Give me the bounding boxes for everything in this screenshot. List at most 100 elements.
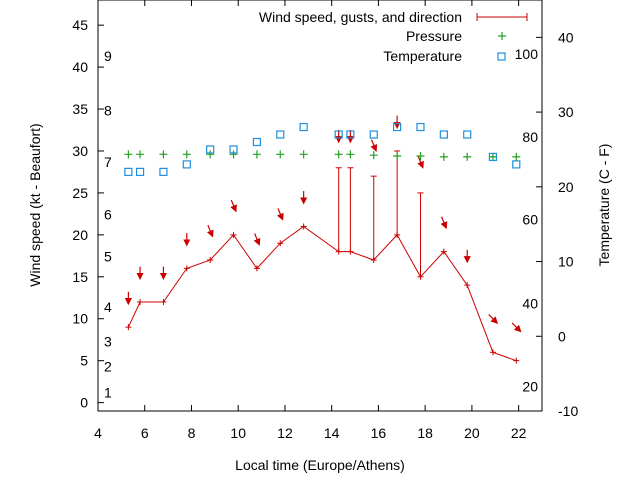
pressure-point xyxy=(512,152,521,161)
temperature-point xyxy=(512,160,521,169)
pressure-point xyxy=(439,152,448,161)
y-tick-label: 35 xyxy=(72,101,88,117)
temperature-point xyxy=(229,145,238,154)
temperature-point xyxy=(182,160,191,169)
x-tick-label: 18 xyxy=(417,425,433,441)
wind-direction-arrow xyxy=(253,233,261,246)
wind-direction-arrow xyxy=(370,139,378,152)
wind-point xyxy=(125,324,132,331)
pressure-point xyxy=(159,150,168,159)
y-axis-left: 0 5 10 15 20 25 30 35 40 45 xyxy=(72,17,104,411)
fahrenheit-scale: 20 40 60 80 100 xyxy=(515,46,539,395)
fahrenheit-label: 100 xyxy=(515,46,539,62)
y-tick-label: 0 xyxy=(80,395,88,411)
wind-point xyxy=(183,265,190,272)
x-tick-label: 20 xyxy=(464,425,480,441)
temperature-point xyxy=(439,130,448,139)
y2-axis-label: Temperature (C - F) xyxy=(596,144,612,267)
y-axis-right: -10 0 10 20 30 40 xyxy=(536,29,578,419)
wind-point xyxy=(160,298,167,305)
temperature-point xyxy=(206,145,215,154)
x-tick-label: 16 xyxy=(371,425,387,441)
legend-label-temperature: Temperature xyxy=(383,48,462,64)
fahrenheit-label: 80 xyxy=(522,129,538,145)
x-tick-label: 14 xyxy=(324,425,340,441)
temperature-point xyxy=(159,167,168,176)
beaufort-label: 8 xyxy=(104,103,112,119)
x-axis-label: Local time (Europe/Athens) xyxy=(235,457,405,473)
y2-tick-label: 20 xyxy=(558,179,574,195)
pressure-point xyxy=(369,151,378,160)
temperature-point xyxy=(346,130,355,139)
pressure-point xyxy=(299,150,308,159)
temperature-point xyxy=(299,122,308,132)
fahrenheit-label: 40 xyxy=(522,295,538,311)
pressure-point xyxy=(276,150,285,159)
y-tick-label: 30 xyxy=(72,143,88,159)
pressure-point xyxy=(416,152,425,161)
legend-label-wind: Wind speed, gusts, and direction xyxy=(259,9,462,25)
wind-point xyxy=(489,349,496,356)
wind-series xyxy=(124,115,522,364)
pressure-point xyxy=(463,152,472,161)
x-tick-label: 22 xyxy=(511,425,527,441)
wind-point xyxy=(300,223,307,230)
legend: Wind speed, gusts, and direction Pressur… xyxy=(259,9,528,64)
wind-point xyxy=(207,257,214,264)
y2-tick-label: 10 xyxy=(558,254,574,270)
y-tick-label: 10 xyxy=(72,311,88,327)
legend-swatch-temperature xyxy=(497,52,506,61)
x-tick-label: 4 xyxy=(94,425,102,441)
pressure-point xyxy=(334,150,343,159)
wind-point xyxy=(440,248,447,255)
wind-direction-arrow xyxy=(230,199,237,213)
temperature-point xyxy=(463,130,472,139)
fahrenheit-label: 20 xyxy=(522,378,538,394)
temperature-point xyxy=(416,122,425,132)
pressure-point xyxy=(136,150,145,159)
beaufort-label: 4 xyxy=(104,299,112,315)
wind-direction-arrow xyxy=(488,314,499,324)
y-tick-label: 5 xyxy=(80,353,88,369)
beaufort-label: 3 xyxy=(104,333,112,349)
beaufort-label: 6 xyxy=(104,207,112,223)
pressure-point xyxy=(346,150,355,159)
temperature-point xyxy=(135,167,145,176)
wind-direction-arrow xyxy=(277,208,284,221)
x-tick-label: 6 xyxy=(141,425,149,441)
y2-tick-label: 0 xyxy=(558,328,566,344)
wind-point xyxy=(464,282,471,289)
pressure-point xyxy=(488,152,497,161)
temperature-point xyxy=(488,152,498,162)
pressure-point xyxy=(393,152,402,161)
y-tick-label: 15 xyxy=(72,269,88,285)
wind-point xyxy=(137,298,144,305)
pressure-point xyxy=(206,150,215,159)
wind-point xyxy=(253,265,260,272)
beaufort-label: 1 xyxy=(104,385,112,401)
wind-point xyxy=(277,240,284,247)
temperature-series xyxy=(124,122,521,176)
y2-tick-label: -10 xyxy=(558,403,578,419)
pressure-point xyxy=(124,150,133,159)
y-tick-label: 45 xyxy=(72,17,88,33)
y2-tick-label: 30 xyxy=(558,104,574,120)
temperature-point xyxy=(276,130,285,139)
temperature-point xyxy=(124,167,133,176)
beaufort-label: 5 xyxy=(104,249,112,265)
y-tick-label: 25 xyxy=(72,185,88,201)
pressure-point xyxy=(229,150,238,159)
x-tick-label: 10 xyxy=(230,425,246,441)
pressure-series xyxy=(124,150,521,161)
legend-swatch-pressure xyxy=(498,32,506,40)
temperature-point xyxy=(369,130,378,139)
legend-swatch-wind xyxy=(476,13,528,21)
x-tick-label: 12 xyxy=(277,425,293,441)
wind-direction-arrow xyxy=(206,224,214,238)
wind-direction-arrow xyxy=(511,322,522,333)
beaufort-label: 2 xyxy=(104,359,112,375)
plot-area xyxy=(97,0,543,412)
wind-point xyxy=(513,357,520,364)
y-tick-label: 40 xyxy=(72,59,88,75)
